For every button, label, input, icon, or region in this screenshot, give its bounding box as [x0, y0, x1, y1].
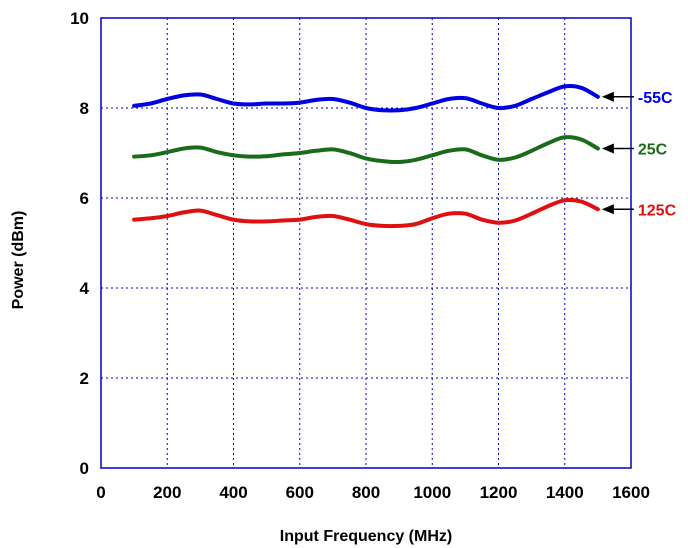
grid	[101, 18, 631, 468]
x-tick-label: 0	[96, 483, 105, 502]
series-labels: -55C 25C 125C	[601, 90, 677, 219]
x-tick-label: 200	[153, 483, 181, 502]
y-axis-tick-labels: 0 2 4 6 8 10	[70, 9, 89, 478]
label-arrow-head	[601, 204, 614, 215]
series-line-2	[132, 197, 600, 229]
y-tick-label: 4	[80, 279, 90, 298]
x-tick-label: 1400	[546, 483, 584, 502]
x-tick-label: 1000	[413, 483, 451, 502]
y-tick-label: 10	[70, 9, 89, 28]
label-arrow-head	[601, 91, 614, 102]
label-arrow-head	[601, 143, 614, 154]
x-axis-tick-labels: 0 200 400 600 800 1000 1200 1400 1600	[96, 483, 650, 502]
y-tick-label: 6	[80, 189, 89, 208]
y-tick-label: 0	[80, 459, 89, 478]
x-tick-label: 1200	[480, 483, 518, 502]
y-axis-title: Power (dBm)	[10, 211, 27, 310]
series-label: -55C	[638, 90, 673, 107]
series-lines	[132, 84, 600, 229]
x-tick-label: 600	[286, 483, 314, 502]
series-line-1	[132, 135, 600, 165]
x-tick-label: 400	[219, 483, 247, 502]
series-line-0	[132, 84, 600, 113]
series-label: 25C	[638, 142, 668, 159]
x-tick-label: 800	[352, 483, 380, 502]
series-label: 125C	[638, 202, 677, 219]
y-tick-label: 8	[80, 99, 89, 118]
x-axis-title: Input Frequency (MHz)	[280, 528, 452, 545]
x-tick-label: 1600	[612, 483, 650, 502]
y-tick-label: 2	[80, 369, 89, 388]
plot-area-frame	[100, 17, 632, 469]
